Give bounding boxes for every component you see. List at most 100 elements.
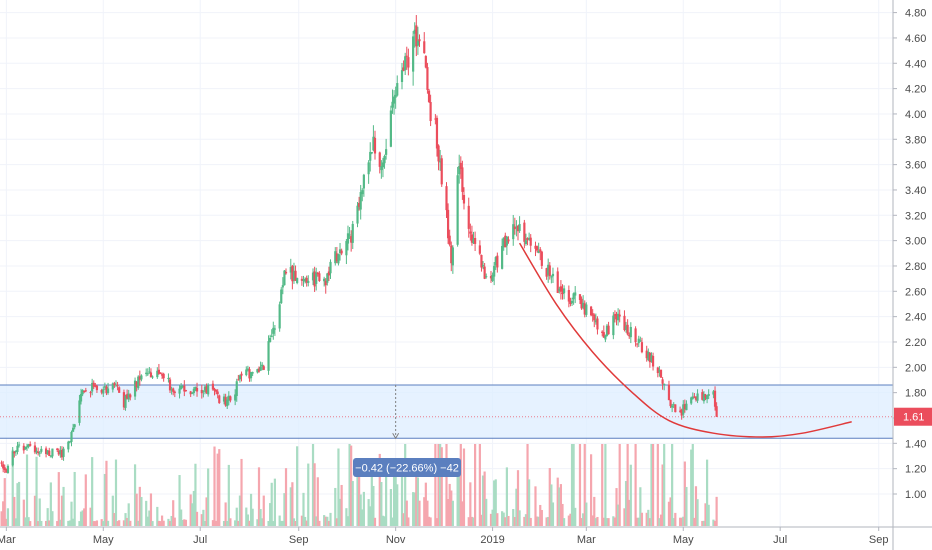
candle-body — [634, 328, 637, 343]
candle-body — [315, 272, 318, 284]
volume-bar — [496, 513, 499, 526]
volume-bar — [189, 494, 192, 526]
candle-body — [381, 162, 385, 168]
candle-body — [512, 224, 515, 240]
volume-bar — [340, 484, 343, 526]
current-price-badge — [894, 407, 932, 426]
y-tick-label: 1.40 — [905, 438, 926, 450]
y-tick-label: 3.80 — [905, 134, 926, 146]
price-range-box[interactable] — [0, 384, 893, 439]
candle-body — [116, 384, 119, 386]
candle-body — [715, 406, 718, 417]
price-axis-panel[interactable] — [893, 0, 932, 550]
candle-body — [462, 194, 466, 204]
candle-body — [124, 395, 127, 408]
candle-body — [323, 278, 326, 282]
candle-body — [59, 450, 62, 455]
range-box-fill[interactable] — [0, 385, 893, 439]
volume-bar — [591, 515, 594, 526]
candle-body — [191, 392, 194, 394]
volume-bar — [663, 444, 666, 526]
volume-bar — [234, 520, 237, 526]
candle-body — [238, 375, 242, 380]
volume-bar — [647, 509, 650, 526]
volume-bar — [567, 515, 570, 526]
measure-arrow-icon — [392, 432, 400, 440]
candle-body — [118, 387, 121, 393]
candle-body — [682, 404, 685, 415]
volume-bar — [405, 500, 408, 526]
candle-body — [305, 277, 308, 283]
candle-body — [291, 265, 294, 282]
candle-body — [145, 372, 148, 374]
volume-bar — [658, 518, 661, 526]
candle-body — [334, 251, 337, 264]
volume-bar — [60, 495, 64, 526]
volume-bar — [491, 509, 494, 526]
candle-body — [126, 394, 129, 399]
volume-bar — [218, 449, 221, 526]
volume-bar — [607, 518, 610, 526]
trend-curve[interactable] — [518, 242, 852, 438]
volume-bar — [335, 518, 338, 526]
volume-bar — [513, 517, 516, 526]
volume-bar — [262, 495, 265, 526]
volume-bar — [391, 517, 394, 526]
measure-badge[interactable] — [353, 458, 461, 477]
x-tick-label: Nov — [386, 534, 406, 546]
candle-body — [528, 237, 531, 240]
volume-bar — [450, 490, 453, 526]
volume-bar — [373, 517, 377, 526]
candle-body — [712, 391, 715, 395]
volume-bar — [481, 475, 485, 526]
volume-bar — [191, 503, 194, 526]
volume-bar — [469, 482, 472, 526]
candle-body — [170, 389, 173, 391]
candle-body — [604, 335, 607, 340]
volume-bar — [712, 519, 715, 526]
volume-bar — [211, 520, 215, 526]
candle-body — [180, 385, 183, 389]
candle-body — [440, 158, 443, 185]
candle-body — [237, 379, 240, 381]
volume-bar — [480, 514, 483, 526]
volume-bar — [385, 465, 388, 526]
candle-body — [647, 351, 650, 361]
volume-bar — [27, 517, 30, 526]
candle-body — [207, 385, 210, 395]
volume-bar — [650, 444, 653, 526]
candle-body — [222, 396, 226, 402]
time-axis-panel[interactable] — [0, 527, 932, 550]
volume-bar — [114, 459, 118, 526]
x-tick-label: May — [93, 534, 114, 546]
volume-bar — [327, 520, 331, 526]
volume-bar — [138, 486, 141, 526]
volume-bar — [156, 506, 159, 526]
volume-bar — [558, 487, 561, 526]
trend-curve-path[interactable] — [518, 242, 852, 438]
candle-body — [661, 379, 664, 384]
volume-bar — [57, 472, 60, 526]
candle-body — [327, 271, 331, 276]
volume-bar — [615, 488, 618, 526]
volume-bar — [303, 516, 307, 526]
candle-body — [534, 245, 537, 249]
volume-bar — [701, 520, 704, 526]
volume-bar — [359, 494, 362, 526]
candle-body — [701, 392, 704, 400]
volume-bar — [348, 444, 351, 526]
candle-body — [426, 67, 429, 90]
volume-bar — [467, 517, 470, 526]
volume-bar — [485, 498, 488, 526]
volume-bar — [251, 508, 254, 526]
candle-body — [17, 444, 21, 446]
candle-body — [618, 314, 621, 317]
candle-body — [67, 441, 70, 450]
volume-bar — [278, 515, 281, 526]
candle-body — [674, 404, 677, 413]
measure-tool[interactable]: −0.42 (−22.66%) −42 — [353, 385, 461, 477]
volume-bar — [550, 484, 553, 526]
volume-bar — [574, 507, 577, 526]
